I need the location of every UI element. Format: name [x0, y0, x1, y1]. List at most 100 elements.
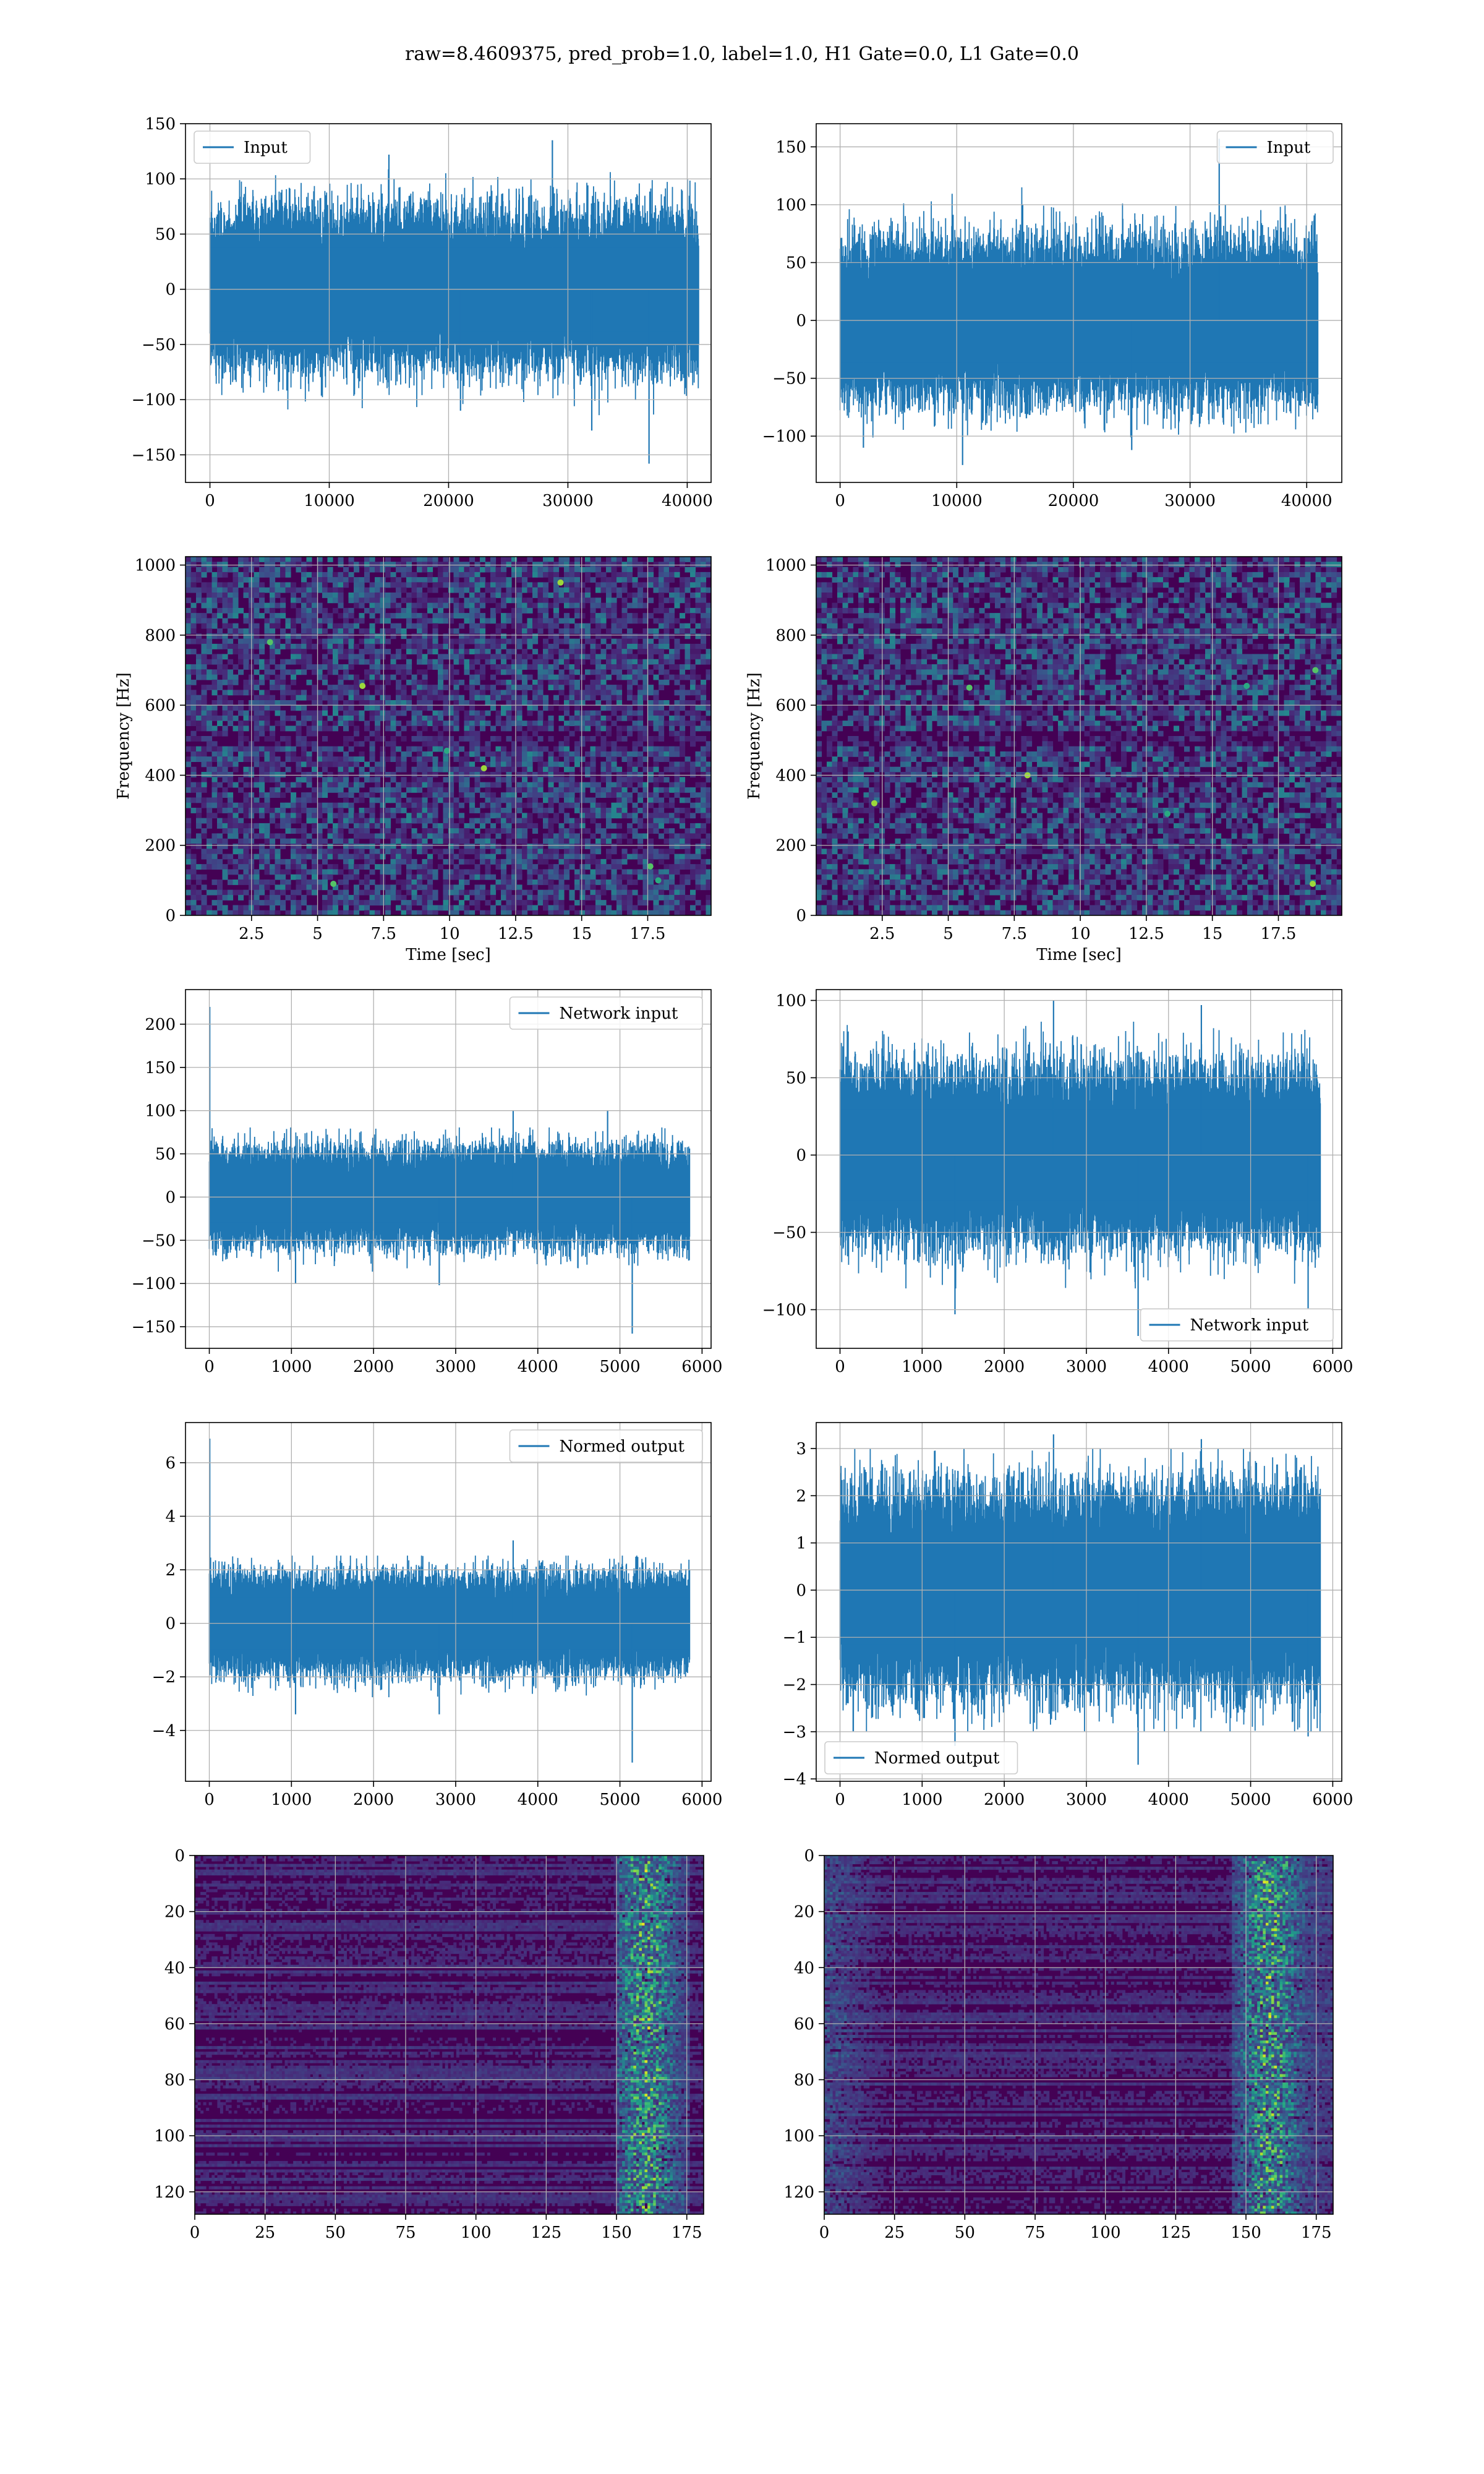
spectrogram-hot-spot — [557, 579, 564, 586]
heatmap-cells — [195, 1856, 704, 2214]
x-tick-label: 150 — [1230, 2224, 1261, 2242]
y-tick-label: 1000 — [765, 557, 806, 575]
x-tick-label: 40000 — [662, 492, 713, 510]
h1-spectrogram-panel: 2.5 5 7.5 10 12.5 15 17.5 0 200 400 600 800 1000 Time… — [114, 556, 712, 964]
y-tick-label: 600 — [145, 696, 176, 715]
h1-normed-output-panel: 0 1000 2000 3000 4000 5000 6000 −4 −2 0 2 4 6 Normed … — [152, 1422, 723, 1809]
h1-feature-map-panel: 0 25 50 75 100 125 150 175 0 20 40 60 80 100 120 — [154, 1847, 704, 2242]
h1-spectrogram-frame — [185, 556, 712, 916]
x-tick-label: 6000 — [681, 1791, 722, 1809]
x-tick-label: 2000 — [984, 1358, 1025, 1376]
h1-network-input-plot-area — [208, 1006, 691, 1334]
x-tick-label: 0 — [204, 1358, 215, 1376]
y-tick-label: 100 — [775, 992, 806, 1011]
x-tick-label: 17.5 — [630, 925, 666, 943]
h1-input-legend: Input — [194, 131, 311, 164]
x-tick-label: 4000 — [518, 1358, 558, 1376]
legend-box — [824, 1741, 1018, 1774]
l1-network-input-ticks: 0 1000 2000 3000 4000 5000 6000 −100 −50 0 50 100 — [762, 992, 1354, 1377]
x-tick-label: 6000 — [1312, 1791, 1353, 1809]
x-tick-label: 175 — [672, 2224, 702, 2242]
heatmap-cells — [816, 557, 1342, 915]
h1-normed-output-ticks: 0 1000 2000 3000 4000 5000 6000 −4 −2 0 2 4 6 — [152, 1454, 723, 1809]
y-tick-label: −50 — [142, 1231, 176, 1250]
x-axis-label: Time [sec] — [1036, 946, 1122, 964]
l1-normed-output-panel: 0 1000 2000 3000 4000 5000 6000 −4 −3 −2 −1 0 1 2 3 Nor… — [783, 1422, 1353, 1809]
y-tick-label: 200 — [775, 837, 806, 855]
l1-feature-map-panel: 0 25 50 75 100 125 150 175 0 20 40 60 80 100 120 — [783, 1847, 1334, 2242]
l1-input-frame — [816, 123, 1342, 483]
l1-feature-map-ticks: 0 25 50 75 100 125 150 175 0 20 40 60 80 100 120 — [783, 1847, 1331, 2242]
x-tick-label: 5000 — [1230, 1791, 1271, 1809]
y-tick-label: 50 — [786, 1069, 806, 1088]
spectrogram-hot-spot — [267, 639, 273, 646]
l1-input-ticks: 0 10000 20000 30000 40000 −100 −50 0 50 100 150 — [762, 138, 1333, 510]
legend-box — [509, 996, 703, 1030]
y-tick-label: 20 — [164, 1903, 185, 1922]
spectrogram-hot-spot — [443, 747, 450, 754]
spectrogram-hot-spot — [1310, 881, 1316, 888]
h1-feature-map-frame — [194, 1855, 704, 2215]
y-tick-label: 1000 — [135, 557, 176, 575]
l1-normed-output-legend: Normed output — [824, 1741, 1018, 1774]
y-tick-label: 150 — [145, 115, 176, 134]
l1-normed-output-frame — [816, 1422, 1342, 1782]
y-tick-label: 200 — [145, 837, 176, 855]
x-tick-label: 6000 — [1312, 1358, 1353, 1376]
x-tick-label: 2000 — [353, 1791, 394, 1809]
x-tick-label: 40000 — [1281, 492, 1333, 510]
y-tick-label: 20 — [794, 1903, 814, 1922]
figure-title: raw=8.4609375, pred_prob=1.0, label=1.0,… — [0, 43, 1484, 65]
spectrogram-hot-spot — [1164, 810, 1171, 817]
y-tick-label: −150 — [132, 1318, 176, 1337]
x-tick-label: 2000 — [353, 1358, 394, 1376]
heatmap-cells — [824, 1856, 1333, 2214]
h1-network-input-legend: Network input — [509, 996, 703, 1030]
x-tick-label: 10000 — [931, 492, 983, 510]
spectrogram-hot-spot — [480, 765, 487, 772]
x-tick-label: 5 — [312, 925, 323, 943]
y-tick-label: 50 — [155, 225, 176, 244]
y-tick-label: −4 — [783, 1770, 806, 1789]
h1-network-input-panel: 0 1000 2000 3000 4000 5000 6000 −150 −100 −50 0 50 1… — [132, 989, 722, 1376]
legend-box — [194, 131, 311, 164]
l1-network-input-panel: 0 1000 2000 3000 4000 5000 6000 −100 −50 0 50 100 Ne… — [762, 989, 1354, 1377]
y-tick-label: 1 — [796, 1534, 806, 1553]
x-tick-label: 0 — [819, 2224, 830, 2242]
y-tick-label: 0 — [165, 1188, 176, 1207]
y-tick-label: 600 — [775, 696, 806, 715]
legend-box — [509, 1429, 703, 1463]
legend-label: Network input — [1190, 1316, 1309, 1335]
y-tick-label: 3 — [796, 1440, 806, 1458]
h1-input-ticks: 0 10000 20000 30000 40000 −150 −100 −50 0 50 100 15… — [132, 115, 713, 510]
x-tick-label: 3000 — [1066, 1358, 1107, 1376]
l1-spectrogram-ticks: 2.5 5 7.5 10 12.5 15 17.5 0 200 400 600 800 1000 — [765, 557, 1297, 943]
x-tick-label: 1000 — [271, 1791, 312, 1809]
x-tick-label: 0 — [835, 1358, 845, 1376]
y-tick-label: 40 — [164, 1959, 185, 1977]
x-tick-label: 75 — [1025, 2224, 1045, 2242]
x-tick-label: 0 — [835, 492, 845, 510]
y-tick-label: −50 — [772, 1224, 806, 1243]
y-tick-label: −2 — [152, 1668, 176, 1687]
h1-normed-output-grid — [186, 1423, 711, 1781]
y-tick-label: 6 — [165, 1454, 176, 1473]
y-tick-label: 0 — [796, 1582, 806, 1600]
x-tick-label: 10000 — [304, 492, 355, 510]
y-tick-label: 50 — [155, 1145, 176, 1164]
x-tick-label: 20000 — [423, 492, 474, 510]
x-tick-label: 6000 — [681, 1358, 722, 1376]
l1-network-input-legend: Network input — [1140, 1308, 1334, 1342]
x-tick-label: 175 — [1301, 2224, 1332, 2242]
y-tick-label: 40 — [794, 1959, 814, 1977]
x-tick-label: 7.5 — [1002, 925, 1027, 943]
y-tick-label: −3 — [783, 1723, 806, 1742]
y-tick-label: 150 — [145, 1059, 176, 1077]
y-axis-label: Frequency [Hz] — [114, 672, 133, 800]
x-tick-label: 2.5 — [239, 925, 264, 943]
l1-spectrogram-plot-area — [816, 557, 1342, 915]
x-tick-label: 25 — [884, 2224, 905, 2242]
h1-network-input-grid — [186, 990, 711, 1348]
x-tick-label: 3000 — [435, 1358, 476, 1376]
